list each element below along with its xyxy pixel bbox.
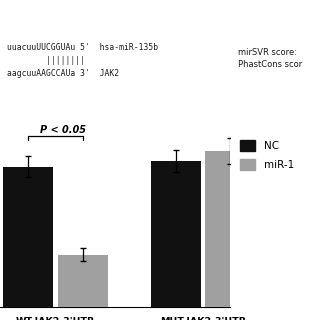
Bar bbox=[58, 254, 108, 307]
Legend: NC, miR-1: NC, miR-1 bbox=[236, 136, 298, 174]
Bar bbox=[151, 161, 201, 307]
Text: uuacuuUUCGGUAu 5'  hsa-miR-135b
        ||||||||
aagcuuAAGCCAUa 3'  JAK2: uuacuuUUCGGUAu 5' hsa-miR-135b |||||||| … bbox=[7, 43, 158, 78]
Text: P < 0.05: P < 0.05 bbox=[40, 124, 86, 135]
Text: JAK2 Alignment: JAK2 Alignment bbox=[5, 8, 108, 21]
Bar bbox=[205, 151, 255, 307]
Bar bbox=[3, 167, 53, 307]
Text: mirSVR score:
PhastCons scor: mirSVR score: PhastCons scor bbox=[237, 48, 302, 69]
